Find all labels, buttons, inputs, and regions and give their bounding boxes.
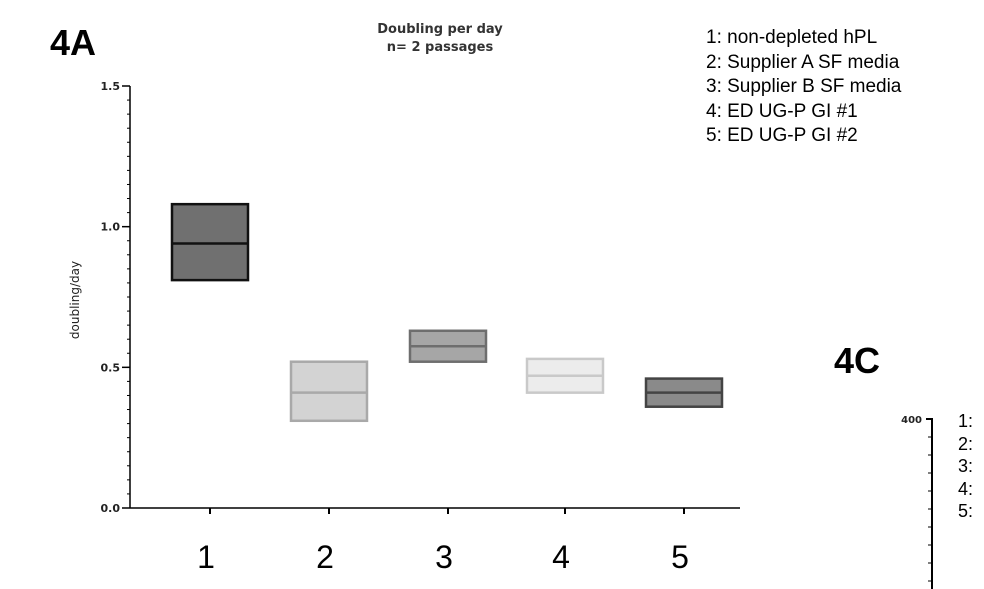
panel-c-axis: 400 (901, 415, 933, 589)
y-tick-label: 0.5 (101, 361, 121, 374)
chart-title: Doubling per day (377, 22, 503, 37)
y-tick-label: 1.0 (101, 221, 121, 234)
panel-c-legend: 1: 2: 3: 4: 5: (958, 410, 973, 523)
x-tick-label: 4 (552, 539, 570, 575)
y-tick-label: 1.5 (101, 80, 121, 93)
panel-label-4c: 4C (834, 340, 881, 381)
x-tick-label: 5 (671, 539, 689, 575)
box-1 (170, 202, 250, 282)
legend-entry: 3: Supplier B SF media (706, 76, 902, 98)
panel-c-ytick-label: 400 (901, 415, 922, 426)
x-tick-label: 3 (435, 539, 453, 575)
y-tick-label: 0.0 (101, 502, 121, 515)
y-axis-label: doubling/day (68, 261, 82, 339)
panel-c-legend-entry: 1: (958, 411, 974, 431)
box-2 (289, 360, 369, 423)
panel-label-4a: 4A (50, 22, 97, 63)
chart-subtitle: n= 2 passages (386, 40, 494, 55)
legend: 1: non-depleted hPL 2: Supplier A SF med… (706, 26, 901, 149)
panel-c-legend-entry: 3: (958, 456, 974, 476)
legend-entry: 5: ED UG-P GI #2 (706, 125, 858, 147)
panel-c-legend-entry: 2: (958, 433, 974, 454)
panel-c-legend-entry: 4: (958, 478, 974, 499)
x-tick-label: 2 (316, 539, 334, 575)
legend-entry: 4: ED UG-P GI #1 (706, 100, 858, 122)
legend-entry: 2: Supplier A SF media (706, 51, 900, 73)
panel-c-legend-entry: 5: (958, 501, 974, 521)
legend-entry: 1: non-depleted hPL (706, 27, 878, 48)
x-tick-label: 1 (197, 539, 215, 575)
